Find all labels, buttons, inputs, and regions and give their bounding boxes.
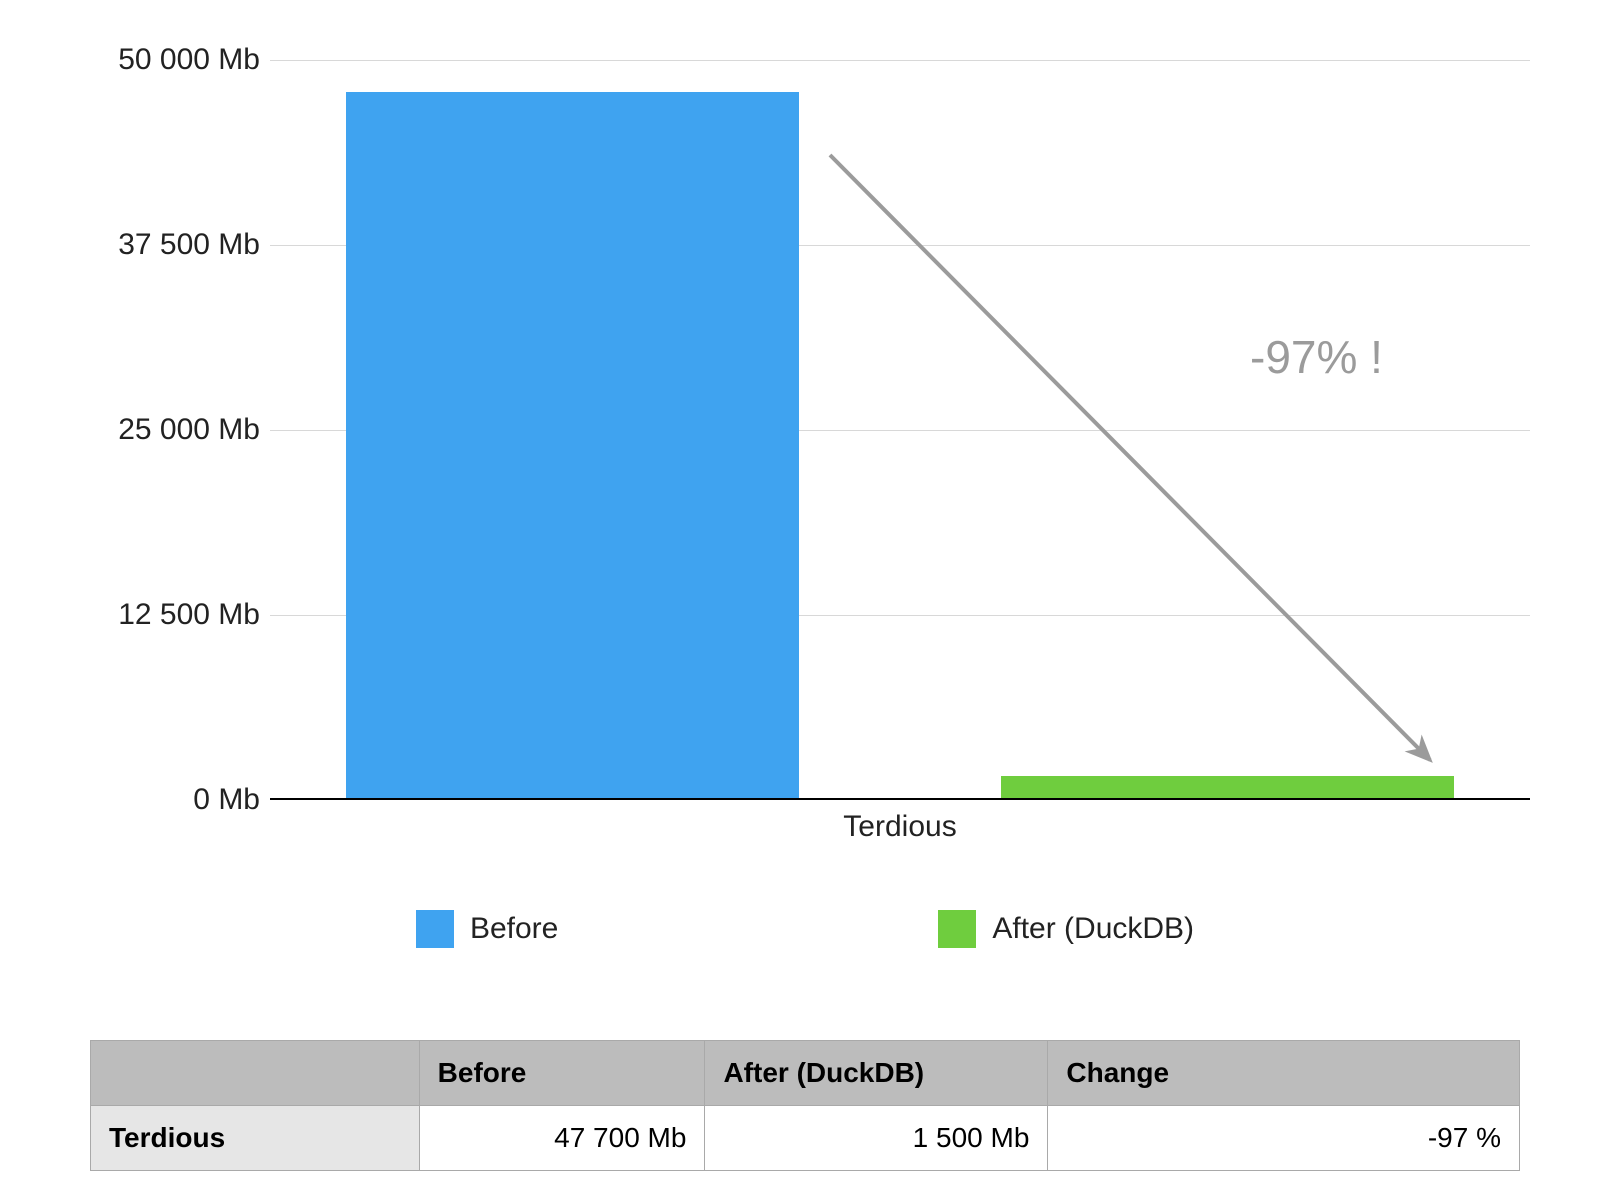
plot-region: -97% ! — [270, 60, 1530, 800]
table-cell: 47 700 Mb — [419, 1106, 705, 1171]
table-header-cell: Change — [1048, 1041, 1520, 1106]
decrease-arrow — [270, 60, 1530, 800]
legend-item-before: Before — [416, 910, 558, 948]
y-tick-label-2: 25 000 Mb — [80, 413, 260, 447]
legend-swatch — [416, 910, 454, 948]
y-tick-label-1: 12 500 Mb — [80, 598, 260, 632]
y-tick-label-4: 50 000 Mb — [80, 43, 260, 77]
table-cell: 1 500 Mb — [705, 1106, 1048, 1171]
legend-label: After (DuckDB) — [992, 912, 1194, 946]
data-table: Before After (DuckDB) Change Terdious 47… — [90, 1040, 1520, 1171]
y-tick-label-0: 0 Mb — [80, 783, 260, 817]
legend: Before After (DuckDB) — [70, 910, 1540, 948]
table-row: Terdious 47 700 Mb 1 500 Mb -97 % — [91, 1106, 1520, 1171]
table-cell: -97 % — [1048, 1106, 1520, 1171]
y-tick-label-3: 37 500 Mb — [80, 228, 260, 262]
legend-item-after: After (DuckDB) — [938, 910, 1194, 948]
chart-container: 0 Mb 12 500 Mb 25 000 Mb 37 500 Mb 50 00… — [70, 30, 1540, 860]
table-header-cell — [91, 1041, 420, 1106]
legend-label: Before — [470, 912, 558, 946]
change-annotation: -97% ! — [1250, 330, 1383, 384]
legend-swatch — [938, 910, 976, 948]
x-category-label: Terdious — [270, 810, 1530, 844]
table-header-cell: Before — [419, 1041, 705, 1106]
table-header-row: Before After (DuckDB) Change — [91, 1041, 1520, 1106]
table-row-label: Terdious — [91, 1106, 420, 1171]
table-header-cell: After (DuckDB) — [705, 1041, 1048, 1106]
